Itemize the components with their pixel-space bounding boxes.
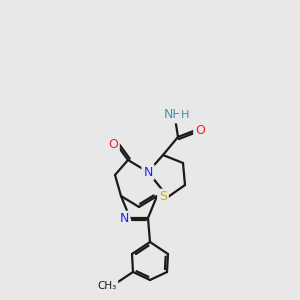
Text: N: N <box>119 212 129 226</box>
Text: S: S <box>159 190 167 203</box>
Text: O: O <box>195 124 205 136</box>
Text: CH₃: CH₃ <box>98 281 117 291</box>
Text: H: H <box>181 110 189 120</box>
Text: N: N <box>143 166 153 178</box>
Text: O: O <box>108 139 118 152</box>
Text: NH: NH <box>164 109 182 122</box>
